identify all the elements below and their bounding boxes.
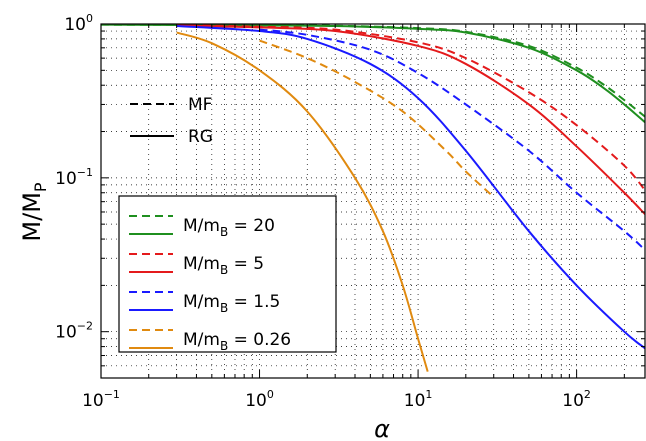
svg-text:M/MP: M/MP: [18, 182, 50, 242]
y-tick-label: 100: [64, 12, 93, 35]
ticks: [100, 23, 645, 379]
x-tick-label: 10−1: [82, 388, 120, 411]
series-legend-label: M/mB = 5: [183, 254, 264, 277]
x-tick-label: 102: [562, 388, 591, 411]
series-line-0-solid: [101, 24, 645, 123]
style-legend-label: RG: [188, 127, 213, 147]
series-layer: [101, 24, 645, 372]
series-line-7-dashed: [259, 39, 495, 198]
series-line-1-dashed: [101, 24, 645, 118]
series-line-4-solid: [176, 25, 645, 350]
x-tick-label: 100: [245, 388, 274, 411]
y-axis-label-main: M/M: [18, 192, 46, 242]
series-line-5-dashed: [259, 28, 645, 251]
series-line-6-solid: [176, 31, 429, 372]
x-tick-label: 101: [404, 388, 433, 411]
y-tick-label: 10−2: [55, 320, 93, 343]
series-legend-frame: [118, 195, 337, 353]
y-axis-label-sub: P: [31, 182, 50, 192]
series-legend: M/mB = 20 M/mB = 5 M/mB = 1.5 M/mB = 0.26: [118, 195, 337, 353]
y-tick-label: 10−1: [55, 166, 93, 189]
series-line-3-dashed: [176, 24, 645, 191]
plot-frame: [100, 23, 646, 379]
tick-labels: 10−1 100 101 102 100 10−1 10−2: [55, 12, 591, 411]
style-legend-label: MF: [188, 95, 212, 115]
series-legend-label: M/mB = 0.26: [183, 330, 291, 353]
style-legend: MF RG: [130, 95, 213, 147]
y-axis-label: M/MP: [18, 182, 50, 242]
series-legend-label: M/mB = 20: [183, 216, 275, 239]
x-axis-label: α: [374, 415, 390, 441]
series-legend-label: M/mB = 1.5: [183, 292, 280, 315]
